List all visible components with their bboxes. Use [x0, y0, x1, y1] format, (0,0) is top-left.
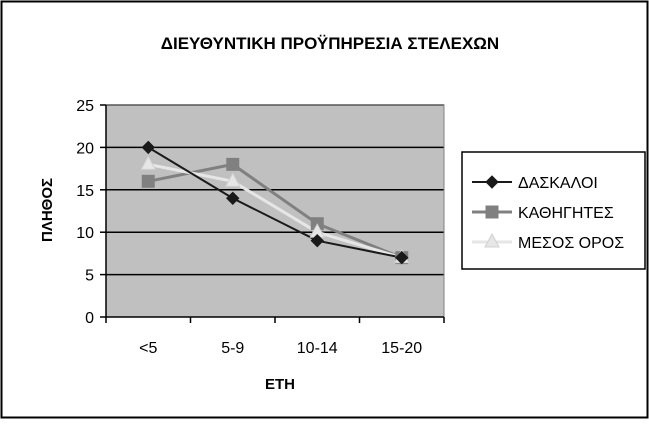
- x-tick-label: <5: [139, 340, 157, 357]
- series-line: [147, 146, 402, 259]
- grid-lines: [105, 104, 445, 318]
- data-point: [141, 174, 155, 188]
- data-point: [226, 191, 240, 205]
- y-tick-label: 5: [85, 268, 94, 285]
- legend-entry-label: ΔΑΣΚΑΛΟΙ: [518, 175, 598, 192]
- x-axis-label: ΕΤΗ: [265, 376, 295, 393]
- x-tick-labels: <5 5-9 10-14 15-20: [139, 340, 422, 357]
- x-tick-label: 15-20: [381, 340, 422, 357]
- data-point: [224, 172, 241, 187]
- legend: ΔΑΣΚΑΛΟΙ ΚΑΘΗΓΗΤΕΣ ΜΕΣΟΣ ΟΡΟΣ: [461, 151, 646, 270]
- x-tick-label: 10-14: [297, 340, 338, 357]
- data-point: [226, 157, 240, 171]
- data-point: [310, 233, 324, 248]
- y-tick-label: 25: [76, 98, 94, 115]
- plot-area: [106, 105, 444, 317]
- legend-swatch-marker: [485, 205, 499, 219]
- legend-swatch-marker: [485, 175, 499, 189]
- legend-entry-label: ΚΑΘΗΓΗΤΕΣ: [518, 205, 614, 222]
- series-markers: [140, 140, 410, 265]
- legend-swatch-marker: [484, 232, 500, 248]
- y-tick-label: 20: [76, 140, 94, 157]
- data-point: [395, 250, 409, 265]
- series-lines: [147, 146, 403, 260]
- legend-entry-label: ΜΕΣΟΣ ΟΡΟΣ: [518, 235, 624, 252]
- x-tick-label: 5-9: [221, 340, 244, 357]
- axes: [100, 104, 445, 323]
- chart-title: ΔΙΕΥΘΥΝΤΙΚΗ ΠΡΟΫΠΗΡΕΣΙΑ ΣΤΕΛΕΧΩΝ: [161, 34, 499, 53]
- y-axis-label: ΠΛΗΘΟΣ: [39, 178, 56, 242]
- y-tick-label: 15: [76, 183, 94, 200]
- y-tick-label: 0: [85, 310, 94, 327]
- y-tick-labels: 0 5 10 15 20 25: [76, 98, 94, 327]
- y-tick-label: 10: [76, 225, 94, 242]
- data-point: [140, 155, 157, 170]
- data-point: [141, 140, 155, 155]
